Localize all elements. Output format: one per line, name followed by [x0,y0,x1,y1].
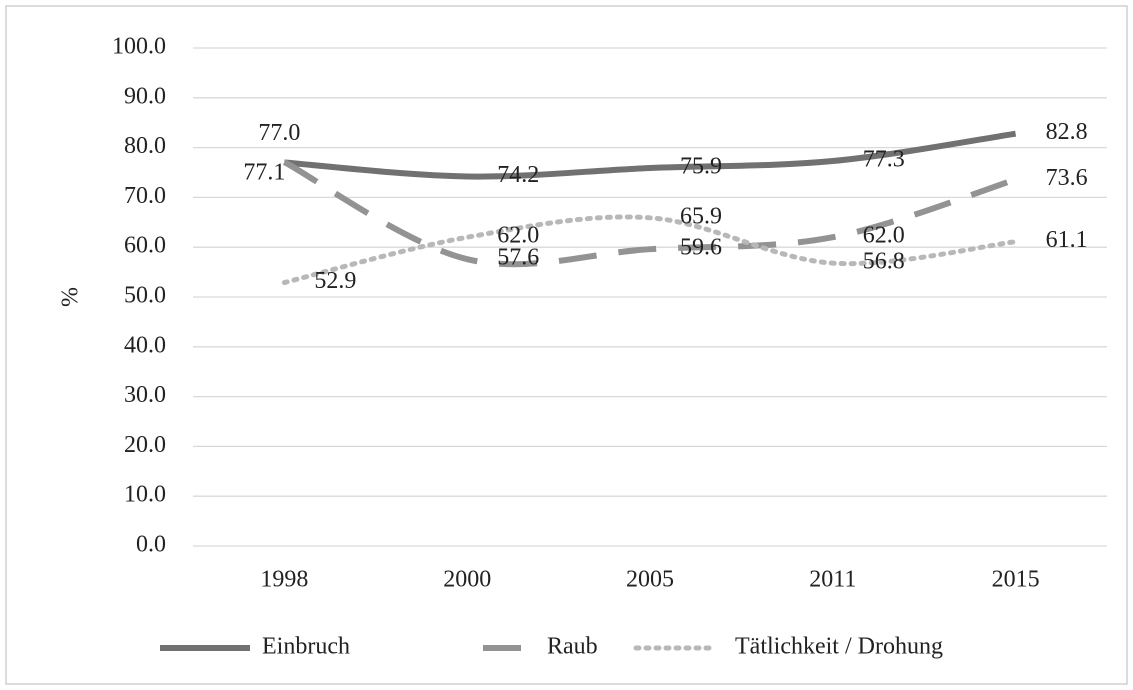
data-label: 62.0 [497,223,539,249]
data-label: 77.3 [863,147,905,173]
series-line [284,130,1017,180]
series-line [282,159,1017,268]
y-tick-label: 40.0 [124,332,166,358]
x-tick-label: 2000 [443,567,491,593]
data-label: 57.6 [497,245,539,271]
data-label: 65.9 [680,203,722,229]
x-tick-label: 1998 [260,567,308,593]
chart-border [5,5,1128,685]
data-label: 59.6 [680,235,722,261]
y-tick-label: 0.0 [136,532,166,558]
data-label: 77.1 [243,160,285,186]
x-tick-label: 2015 [992,567,1040,593]
data-label: 73.6 [1046,165,1088,191]
legend-label: Einbruch [262,634,350,660]
y-tick-label: 60.0 [124,233,166,259]
data-label: 74.2 [497,162,539,188]
data-label: 52.9 [314,268,356,294]
y-tick-label: 70.0 [124,183,166,209]
y-tick-label: 90.0 [124,83,166,109]
data-label: 77.0 [258,120,300,146]
data-label: 75.9 [680,154,722,180]
legend-label: Tätlichkeit / Drohung [735,634,943,660]
y-axis-label: % [58,287,84,307]
y-tick-label: 30.0 [124,382,166,408]
data-label: 62.0 [863,223,905,249]
x-tick-label: 2005 [626,567,674,593]
series-line [281,214,1019,286]
data-label: 82.8 [1046,119,1088,145]
y-tick-label: 80.0 [124,133,166,159]
x-tick-label: 2011 [809,567,856,593]
data-label: 56.8 [863,249,905,275]
y-tick-label: 10.0 [124,482,166,508]
y-tick-label: 50.0 [124,283,166,309]
data-label: 61.1 [1046,227,1088,253]
legend-label: Raub [547,634,598,660]
y-tick-label: 20.0 [124,432,166,458]
y-tick-label: 100.0 [112,34,166,60]
